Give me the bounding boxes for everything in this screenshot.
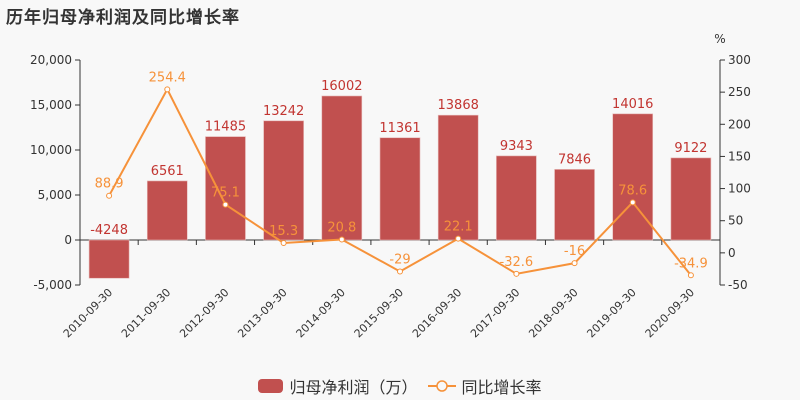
- growth-rate-value-label: 75.1: [211, 186, 240, 201]
- x-category-label: 2010-09-30: [61, 286, 115, 340]
- bar-value-label: 11361: [379, 121, 420, 136]
- bar-value-label: 6561: [151, 164, 184, 179]
- right-axis-unit-label: %: [714, 32, 725, 46]
- bar-net-profit[interactable]: [321, 95, 363, 241]
- growth-rate-value-label: 22.1: [444, 220, 473, 235]
- x-category-label: 2019-09-30: [584, 286, 638, 340]
- right-y-tick-label: 50: [728, 214, 743, 228]
- bar-value-label: 13242: [263, 104, 304, 119]
- growth-rate-value-label: -34.9: [674, 256, 708, 271]
- growth-rate-point[interactable]: [164, 86, 171, 93]
- left-y-tick-label: -5,000: [33, 278, 72, 292]
- growth-rate-value-label: 15.3: [269, 224, 298, 239]
- growth-rate-point[interactable]: [280, 240, 287, 247]
- bar-net-profit[interactable]: [88, 239, 130, 279]
- left-y-tick-label: 5,000: [38, 188, 72, 202]
- bar-value-label: -4248: [90, 223, 128, 238]
- left-y-tick-label: 10,000: [30, 143, 72, 157]
- bar-net-profit[interactable]: [670, 157, 712, 241]
- bar-net-profit[interactable]: [379, 137, 421, 241]
- bar-net-profit[interactable]: [146, 180, 188, 241]
- x-category-label: 2013-09-30: [235, 286, 289, 340]
- bar-value-label: 11485: [205, 120, 246, 135]
- left-y-tick-label: 15,000: [30, 98, 72, 112]
- legend-item-net-profit[interactable]: 归母净利润（万）: [258, 374, 418, 398]
- bar-swatch-icon: [258, 379, 284, 393]
- growth-rate-value-label: 254.4: [149, 70, 186, 85]
- right-y-tick-label: -50: [728, 278, 748, 292]
- growth-rate-point[interactable]: [455, 235, 462, 242]
- chart-title: 历年归母净利润及同比增长率: [6, 8, 240, 28]
- x-category-label: 2012-09-30: [177, 286, 231, 340]
- bar-value-label: 14016: [612, 97, 653, 112]
- right-y-tick-label: 300: [728, 53, 751, 67]
- legend-label-growth-rate: 同比增长率: [461, 378, 542, 397]
- right-y-tick-label: 150: [728, 149, 751, 163]
- bar-value-label: 7846: [558, 152, 591, 167]
- left-y-tick-label: 0: [64, 233, 72, 247]
- bar-value-label: 16002: [321, 79, 362, 94]
- chart-legend: 归母净利润（万） 同比增长率: [0, 374, 800, 398]
- growth-rate-value-label: -32.6: [500, 255, 534, 270]
- right-y-tick-label: 0: [728, 246, 736, 260]
- growth-rate-point[interactable]: [222, 201, 229, 208]
- legend-item-growth-rate[interactable]: 同比增长率: [427, 374, 542, 398]
- legend-label-net-profit: 归母净利润（万）: [289, 378, 418, 397]
- bar-net-profit[interactable]: [496, 155, 537, 241]
- x-category-label: 2014-09-30: [294, 286, 348, 340]
- line-marker-swatch-icon: [427, 380, 456, 392]
- growth-rate-value-label: -29: [389, 253, 410, 268]
- x-category-label: 2020-09-30: [643, 286, 697, 340]
- growth-rate-point[interactable]: [571, 260, 578, 267]
- bar-value-label: 13868: [438, 98, 479, 113]
- bar-value-label: 9343: [500, 139, 533, 154]
- bar-net-profit[interactable]: [263, 120, 304, 241]
- x-category-label: 2018-09-30: [526, 286, 580, 340]
- right-y-tick-label: 250: [728, 85, 751, 99]
- growth-rate-value-label: 20.8: [327, 220, 356, 235]
- x-category-label: 2011-09-30: [119, 286, 173, 340]
- bar-net-profit[interactable]: [437, 114, 479, 241]
- growth-rate-point[interactable]: [338, 236, 345, 243]
- growth-rate-point[interactable]: [106, 192, 113, 199]
- left-y-tick-label: 20,000: [30, 53, 72, 67]
- growth-rate-value-label: 88.9: [95, 177, 124, 192]
- growth-rate-value-label: 78.6: [618, 183, 647, 198]
- growth-rate-point[interactable]: [397, 268, 403, 275]
- growth-rate-value-label: -16: [564, 244, 585, 259]
- chart-plot: 20,000 15,000 10,000 5,000 0 -5,000 300 250 200 1…: [30, 32, 751, 340]
- right-y-tick-label: 200: [728, 117, 751, 131]
- bar-net-profit[interactable]: [554, 169, 595, 241]
- x-category-label: 2016-09-30: [410, 286, 464, 340]
- growth-rate-point[interactable]: [687, 272, 694, 279]
- bar-net-profit[interactable]: [205, 136, 246, 241]
- bar-value-label: 9122: [674, 141, 707, 156]
- x-category-label: 2017-09-30: [468, 286, 522, 340]
- growth-rate-point[interactable]: [513, 270, 520, 277]
- x-category-label: 2015-09-30: [352, 286, 406, 340]
- right-y-tick-label: 100: [728, 182, 751, 196]
- growth-rate-point[interactable]: [629, 199, 636, 206]
